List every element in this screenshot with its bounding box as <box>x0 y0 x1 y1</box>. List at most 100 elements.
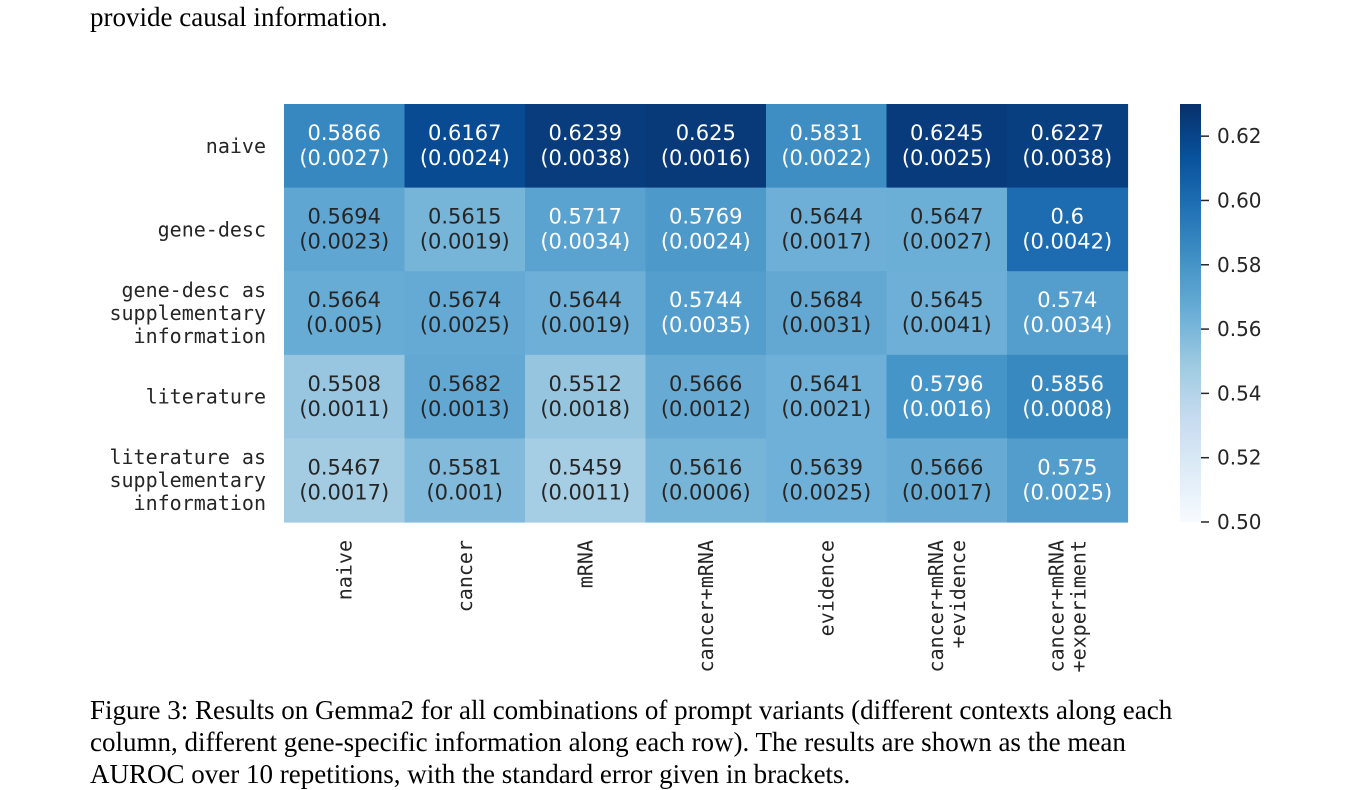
cell-error-label: (0.0008) <box>1022 397 1112 421</box>
cell-value-label: 0.5641 <box>790 372 863 396</box>
cell-value-label: 0.6239 <box>549 121 622 145</box>
cell-error-label: (0.0025) <box>1022 480 1112 504</box>
cell-error-label: (0.0017) <box>902 480 992 504</box>
cell-value-label: 0.574 <box>1037 288 1097 312</box>
heatmap-cell <box>525 438 647 523</box>
preceding-text: provide causal information. <box>90 2 388 32</box>
heatmap-cell <box>886 438 1008 523</box>
cell-value-label: 0.5666 <box>669 372 742 396</box>
column-label: +evidence <box>946 540 970 648</box>
cell-value-label: 0.5644 <box>790 205 863 229</box>
cell-error-label: (0.0038) <box>1022 146 1112 170</box>
heatmap-cell <box>525 187 647 272</box>
heatmap-cell <box>1007 354 1129 439</box>
heatmap-cell <box>766 271 888 356</box>
cell-error-label: (0.0042) <box>1022 230 1112 254</box>
heatmap-cell <box>404 354 526 439</box>
cell-error-label: (0.0025) <box>902 146 992 170</box>
cell-value-label: 0.5769 <box>669 205 742 229</box>
heatmap-cell <box>284 271 406 356</box>
caption-line: column, different gene-specific informat… <box>90 727 1126 757</box>
column-label: evidence <box>814 540 838 636</box>
cell-error-label: (0.0006) <box>661 480 751 504</box>
cell-error-label: (0.0024) <box>420 146 510 170</box>
cell-error-label: (0.005) <box>306 313 383 337</box>
heatmap-cell <box>525 104 647 189</box>
cell-value-label: 0.5512 <box>549 372 622 396</box>
cell-value-label: 0.5644 <box>549 288 622 312</box>
cell-error-label: (0.0019) <box>540 313 630 337</box>
cell-value-label: 0.5856 <box>1031 372 1104 396</box>
heatmap-cell <box>525 354 647 439</box>
cell-error-label: (0.0011) <box>540 480 630 504</box>
cell-value-label: 0.5645 <box>910 288 983 312</box>
colorbar-tick-label: 0.52 <box>1217 446 1262 470</box>
caption-line: AUROC over 10 repetitions, with the stan… <box>90 759 851 789</box>
column-label: cancer+mRNA <box>694 540 718 672</box>
heatmap-figure: 0.5866(0.0027)0.6167(0.0024)0.6239(0.003… <box>109 104 1262 672</box>
cell-value-label: 0.5647 <box>910 205 983 229</box>
cell-value-label: 0.575 <box>1037 455 1097 479</box>
cell-value-label: 0.5717 <box>549 205 622 229</box>
cell-error-label: (0.0027) <box>902 230 992 254</box>
colorbar-tick-label: 0.58 <box>1217 253 1262 277</box>
caption-line: Figure 3: Results on Gemma2 for all comb… <box>90 695 1173 725</box>
heatmap-cell <box>284 187 406 272</box>
colorbar-tick-label: 0.60 <box>1217 188 1262 212</box>
heatmap-cell <box>404 187 526 272</box>
column-label: cancer+mRNA <box>1044 540 1068 672</box>
heatmap-cell <box>404 271 526 356</box>
heatmap-cell <box>1007 438 1129 523</box>
cell-error-label: (0.0024) <box>661 230 751 254</box>
cell-error-label: (0.0022) <box>781 146 871 170</box>
row-label: literature as <box>109 445 266 469</box>
row-label: information <box>134 491 266 515</box>
heatmap-cell <box>645 438 767 523</box>
colorbar-tick-label: 0.62 <box>1217 124 1262 148</box>
cell-error-label: (0.0019) <box>420 230 510 254</box>
cell-error-label: (0.0011) <box>299 397 389 421</box>
heatmap-cell <box>886 271 1008 356</box>
heatmap-cell <box>1007 187 1129 272</box>
cell-value-label: 0.5684 <box>790 288 863 312</box>
heatmap-cell <box>645 187 767 272</box>
cell-value-label: 0.5581 <box>428 455 501 479</box>
cell-value-label: 0.5666 <box>910 455 983 479</box>
heatmap-cell <box>1007 271 1129 356</box>
cell-value-label: 0.5639 <box>790 455 863 479</box>
cell-value-label: 0.5674 <box>428 288 501 312</box>
cell-value-label: 0.5831 <box>790 121 863 145</box>
cell-value-label: 0.5694 <box>308 205 381 229</box>
cell-value-label: 0.6245 <box>910 121 983 145</box>
cell-value-label: 0.5616 <box>669 455 742 479</box>
cell-value-label: 0.5508 <box>308 372 381 396</box>
heatmap-cell <box>766 104 888 189</box>
cell-error-label: (0.0016) <box>902 397 992 421</box>
heatmap-cell <box>645 354 767 439</box>
figure-caption: Figure 3: Results on Gemma2 for all comb… <box>90 694 1280 790</box>
column-label: +experiment <box>1066 540 1090 672</box>
heatmap-cell <box>886 354 1008 439</box>
cell-value-label: 0.5682 <box>428 372 501 396</box>
heatmap-cell <box>404 438 526 523</box>
cell-value-label: 0.5664 <box>308 288 381 312</box>
cell-error-label: (0.001) <box>426 480 503 504</box>
heatmap-cell <box>284 354 406 439</box>
colorbar-tick-label: 0.54 <box>1217 381 1262 405</box>
heatmap-cell <box>766 438 888 523</box>
cell-value-label: 0.5459 <box>549 455 622 479</box>
row-label: supplementary <box>109 468 266 492</box>
row-label: naive <box>206 134 266 158</box>
heatmap-cell <box>525 271 647 356</box>
cell-error-label: (0.0025) <box>781 480 871 504</box>
row-label: gene-desc as <box>122 278 267 302</box>
cell-value-label: 0.6167 <box>428 121 501 145</box>
cell-error-label: (0.0034) <box>540 230 630 254</box>
cell-value-label: 0.5744 <box>669 288 742 312</box>
cell-error-label: (0.0018) <box>540 397 630 421</box>
column-label: mRNA <box>573 540 597 588</box>
heatmap-cell <box>404 104 526 189</box>
heatmap-cell <box>284 104 406 189</box>
cell-error-label: (0.0017) <box>299 480 389 504</box>
